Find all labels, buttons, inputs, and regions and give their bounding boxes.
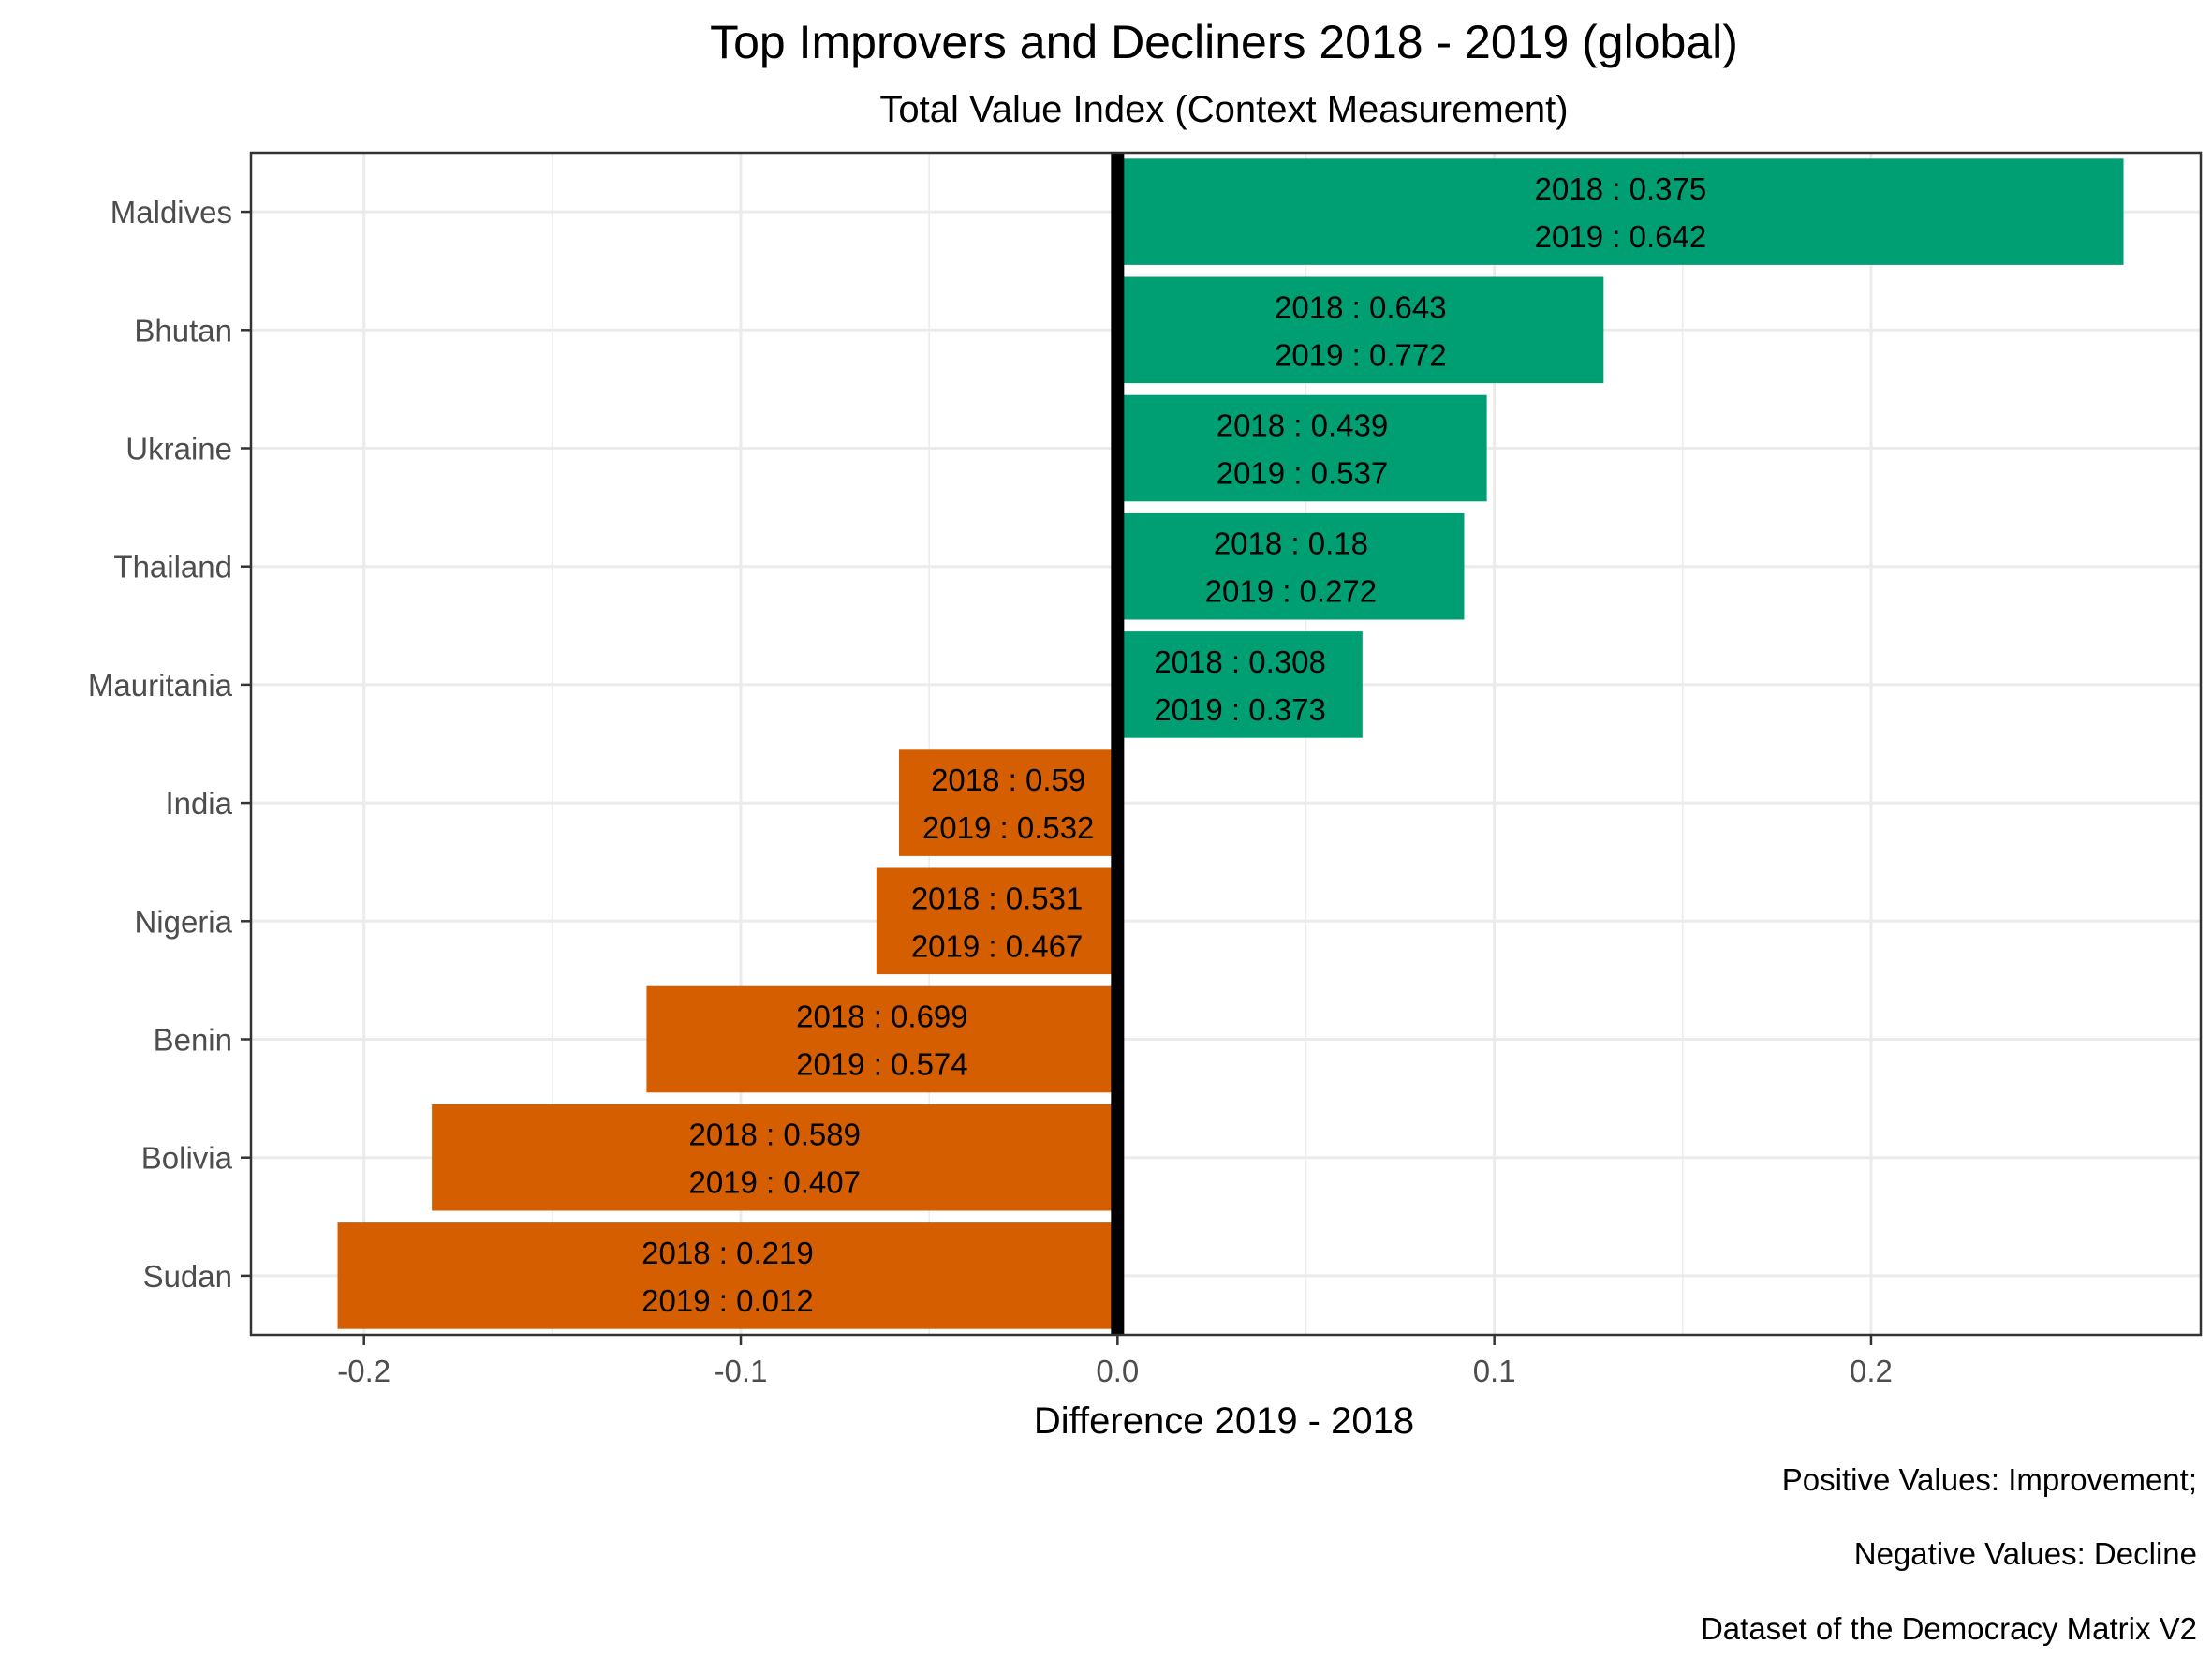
bar-thailand xyxy=(1117,512,1465,620)
bar-label-2019: 2019 : 0.012 xyxy=(641,1283,814,1318)
bar-label-2019: 2019 : 0.574 xyxy=(796,1047,968,1082)
bar-label-2019: 2019 : 0.532 xyxy=(922,810,1095,845)
bar-label-2018: 2018 : 0.219 xyxy=(641,1236,814,1270)
x-tick-label: -0.1 xyxy=(715,1354,768,1388)
bar-benin xyxy=(646,985,1118,1093)
chart-title: Top Improvers and Decliners 2018 - 2019 … xyxy=(710,16,1738,68)
category-label: Thailand xyxy=(113,550,232,585)
bar-label-2019: 2019 : 0.537 xyxy=(1217,456,1389,491)
bar-bolivia xyxy=(432,1104,1118,1211)
x-tick-label: 0.1 xyxy=(1473,1354,1516,1388)
x-tick-label: 0.2 xyxy=(1850,1354,1893,1388)
category-label: Benin xyxy=(154,1023,232,1058)
captions: Positive Values: Improvement; Negative Va… xyxy=(1701,1462,2197,1646)
bar-label-2019: 2019 : 0.373 xyxy=(1154,692,1326,727)
bar-label-2018: 2018 : 0.439 xyxy=(1217,408,1389,443)
x-tick-label: -0.2 xyxy=(337,1354,391,1388)
bar-nigeria xyxy=(876,867,1118,975)
x-axis-title: Difference 2019 - 2018 xyxy=(1034,1400,1414,1442)
category-label: Bhutan xyxy=(134,313,232,348)
category-label: Mauritania xyxy=(88,668,233,703)
bar-label-2018: 2018 : 0.375 xyxy=(1535,171,1707,206)
panel-border xyxy=(249,151,2203,1337)
x-tick-label: 0.0 xyxy=(1096,1354,1139,1388)
bar-label-2018: 2018 : 0.699 xyxy=(796,1000,968,1034)
category-label: Bolivia xyxy=(141,1141,233,1176)
category-label: Sudan xyxy=(143,1259,232,1294)
bar-india xyxy=(898,749,1118,856)
chart-subtitle: Total Value Index (Context Measurement) xyxy=(879,89,1568,130)
bar-label-2019: 2019 : 0.642 xyxy=(1535,219,1707,254)
plot-area: 2018 : 0.375 2019 : 0.642 2018 : 0.643 2019… xyxy=(88,151,2203,1388)
bar-label-2018: 2018 : 0.59 xyxy=(931,763,1085,797)
category-label: Maldives xyxy=(111,195,232,230)
bar-bhutan xyxy=(1117,276,1604,384)
category-label: Nigeria xyxy=(134,904,232,939)
caption-line: Positive Values: Improvement; xyxy=(1782,1462,2197,1497)
bar-label-2019: 2019 : 0.407 xyxy=(688,1165,861,1200)
bar-sudan xyxy=(337,1222,1118,1329)
caption-line: Dataset of the Democracy Matrix V2 xyxy=(1701,1611,2197,1646)
bar-ukraine xyxy=(1117,394,1487,502)
bar-label-2019: 2019 : 0.467 xyxy=(911,928,1084,963)
bar-label-2018: 2018 : 0.308 xyxy=(1154,644,1326,679)
bar-mauritania xyxy=(1117,631,1363,738)
category-label: India xyxy=(165,786,232,821)
category-label: Ukraine xyxy=(125,432,232,467)
bar-label-2019: 2019 : 0.272 xyxy=(1205,574,1378,609)
bar-label-2018: 2018 : 0.18 xyxy=(1214,526,1368,561)
bar-label-2018: 2018 : 0.531 xyxy=(911,881,1084,915)
bar-label-2018: 2018 : 0.589 xyxy=(688,1118,861,1152)
caption-line: Negative Values: Decline xyxy=(1854,1536,2197,1571)
bar-label-2018: 2018 : 0.643 xyxy=(1275,289,1447,324)
bar-label-2019: 2019 : 0.772 xyxy=(1275,337,1447,372)
bar-maldives xyxy=(1117,158,2124,265)
